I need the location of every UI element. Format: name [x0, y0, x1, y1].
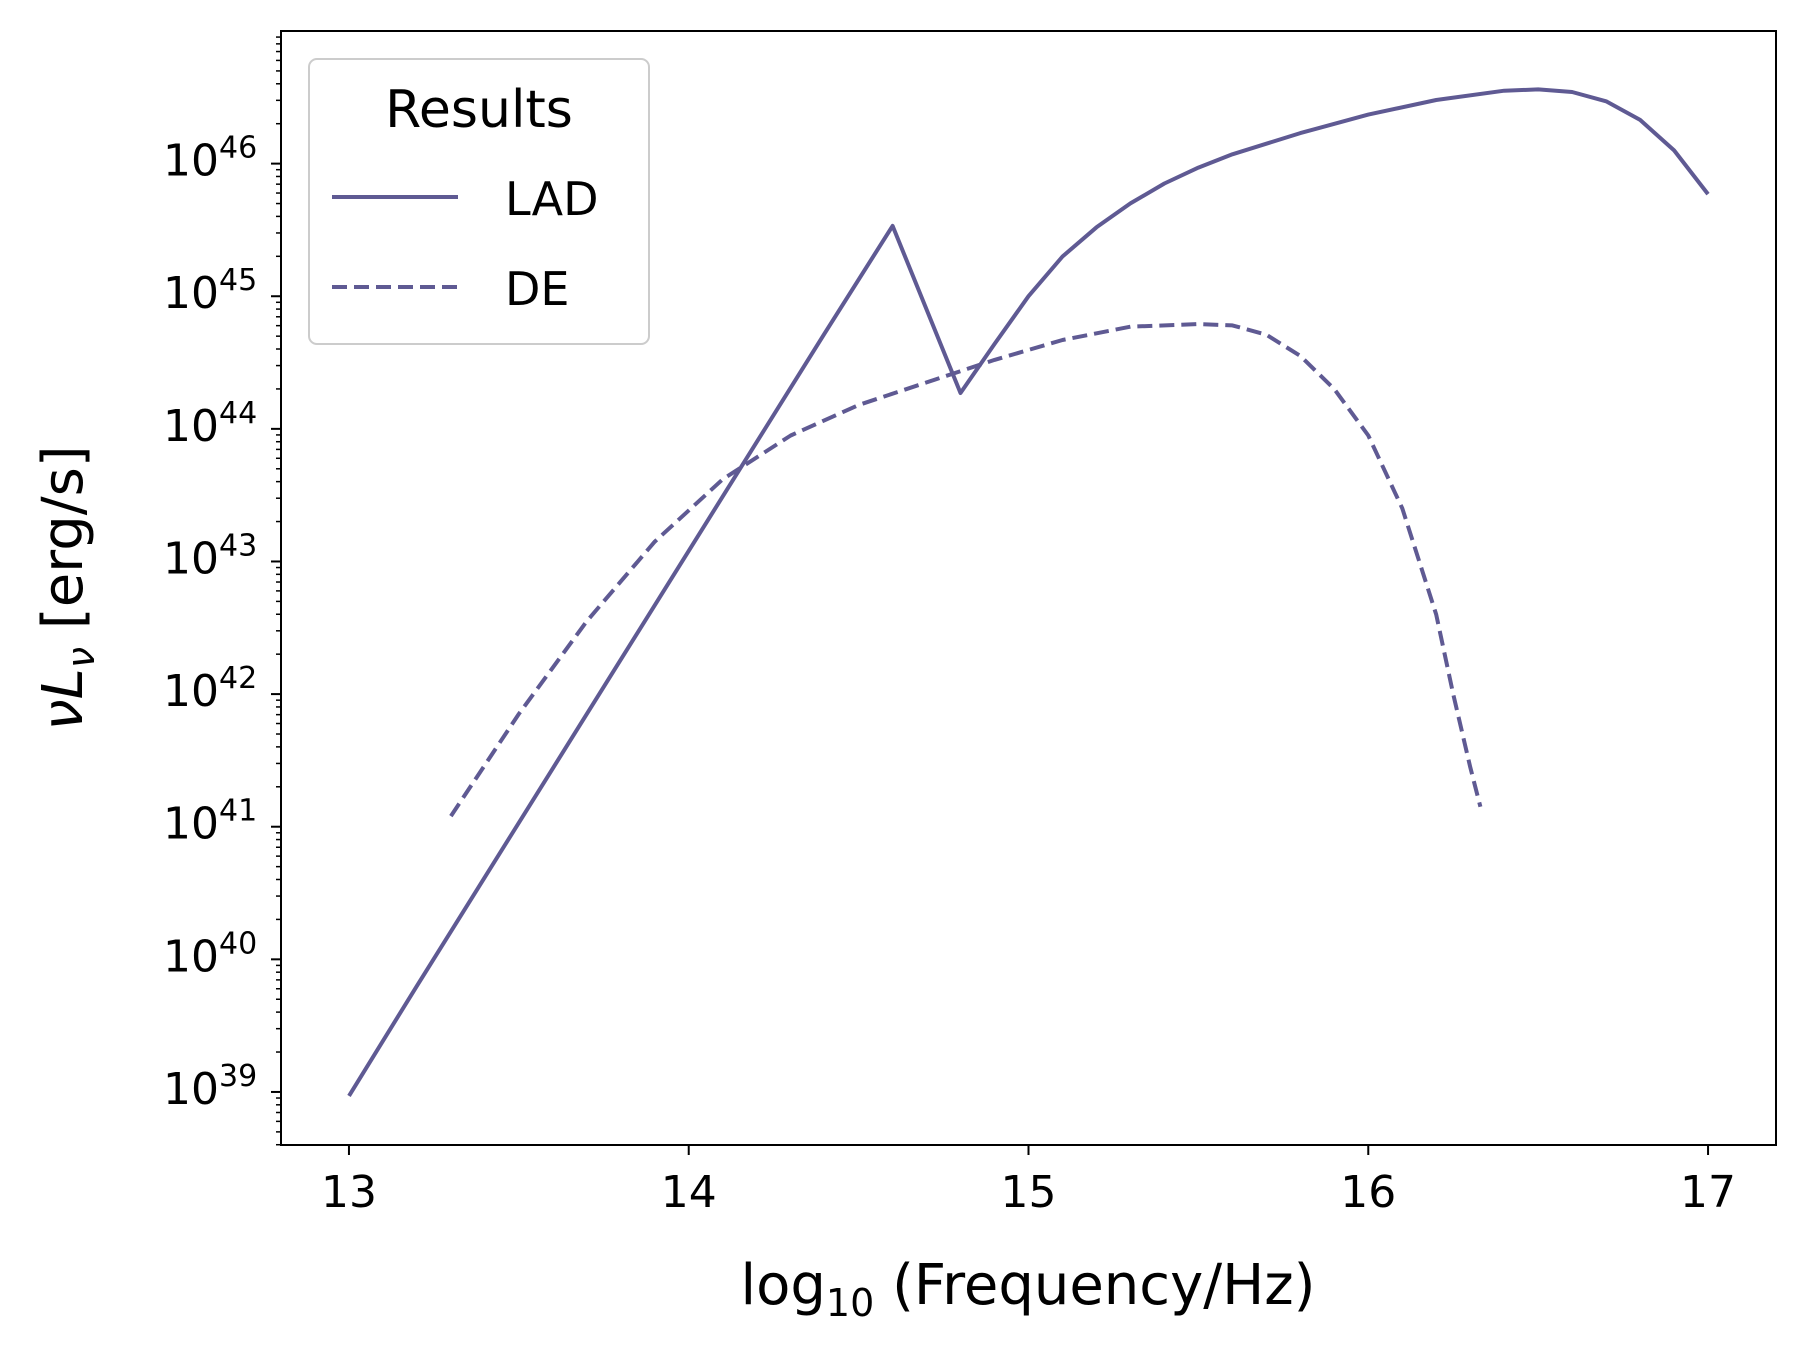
y-tick-exponent: 39 — [219, 1059, 257, 1094]
y-tick-exponent: 45 — [219, 263, 257, 298]
y-tick-exponent: 46 — [219, 131, 257, 166]
x-tick-label: 16 — [1340, 1167, 1396, 1218]
y-tick-label: 10 — [163, 268, 219, 319]
y-tick-label: 10 — [163, 799, 219, 850]
y-tick-label: 10 — [163, 401, 219, 452]
y-tick-exponent: 42 — [219, 661, 257, 696]
y-tick-exponent: 44 — [219, 396, 257, 431]
x-tick-label: 13 — [321, 1167, 377, 1218]
y-tick-exponent: 40 — [219, 926, 257, 961]
legend-box — [308, 58, 650, 345]
legend: Results LAD DE — [308, 58, 650, 345]
x-tick-label: 14 — [661, 1167, 717, 1218]
x-tick-label: 15 — [1001, 1167, 1057, 1218]
legend-title: Results — [385, 80, 573, 140]
series-line-de — [449, 322, 1483, 818]
series-line-lad — [347, 87, 1710, 1097]
y-tick-label: 10 — [163, 533, 219, 584]
x-axis-label: log10 (Frequency/Hz) — [741, 1253, 1316, 1325]
legend-label-lad: LAD — [505, 172, 599, 226]
y-tick-exponent: 41 — [219, 794, 257, 829]
y-tick-label: 10 — [163, 1064, 219, 1115]
y-tick-label: 10 — [163, 666, 219, 717]
y-tick-label: 10 — [163, 931, 219, 982]
x-tick-label: 17 — [1680, 1167, 1736, 1218]
series-layer — [347, 87, 1710, 1097]
y-tick-exponent: 43 — [219, 528, 257, 563]
y-axis-label: νLν [erg/s] — [31, 445, 103, 730]
y-tick-label: 10 — [163, 136, 219, 187]
legend-label-de: DE — [505, 262, 570, 316]
x-axis: 13 14 15 16 17 — [321, 1145, 1736, 1218]
